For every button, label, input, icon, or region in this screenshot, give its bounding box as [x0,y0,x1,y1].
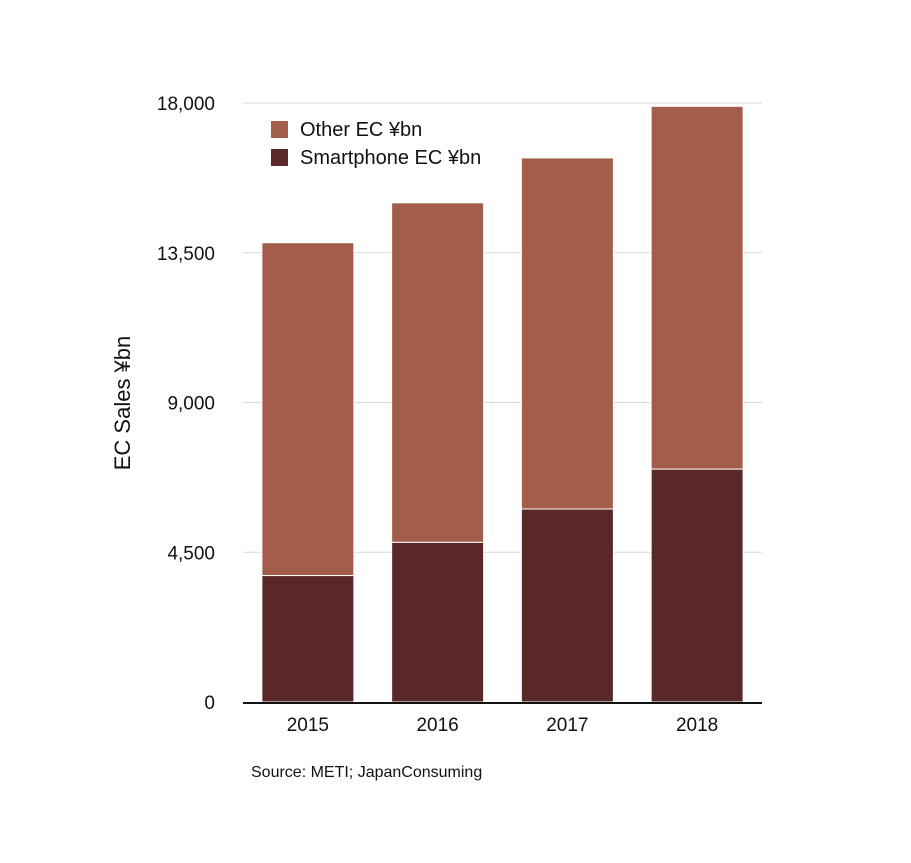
bar-2018-smartphone [650,468,744,703]
legend-label: Smartphone EC ¥bn [300,147,481,169]
x-tick-label: 2016 [416,715,458,736]
x-tick-label: 2017 [546,715,588,736]
bar-2016-other [391,202,485,543]
bar-2018-other [650,105,744,470]
y-tick-label: 9,000 [167,394,215,415]
bars [261,105,744,703]
y-tick-label: 18,000 [157,94,215,115]
x-tick-label: 2015 [287,715,329,736]
y-tick-labels: 0 4,500 9,000 13,500 18,000 [157,94,215,714]
bar-2015-smartphone [261,575,355,703]
legend-label: Other EC ¥bn [300,119,422,141]
source-note: Source: METI; JapanConsuming [251,764,483,781]
y-tick-label: 0 [204,693,215,714]
bar-2017-smartphone [520,508,614,703]
bar-2017-other [520,157,614,510]
x-tick-label: 2018 [676,715,718,736]
legend-swatch [271,121,288,138]
legend-swatch [271,149,288,166]
legend: Other EC ¥bn Smartphone EC ¥bn [271,119,481,169]
y-axis-title: EC Sales ¥bn [110,336,135,471]
y-tick-label: 13,500 [157,244,215,265]
bar-2016-smartphone [391,541,485,703]
y-tick-label: 4,500 [167,543,215,564]
x-tick-labels: 2015 2016 2017 2018 [287,715,719,736]
bar-2015-other [261,242,355,577]
